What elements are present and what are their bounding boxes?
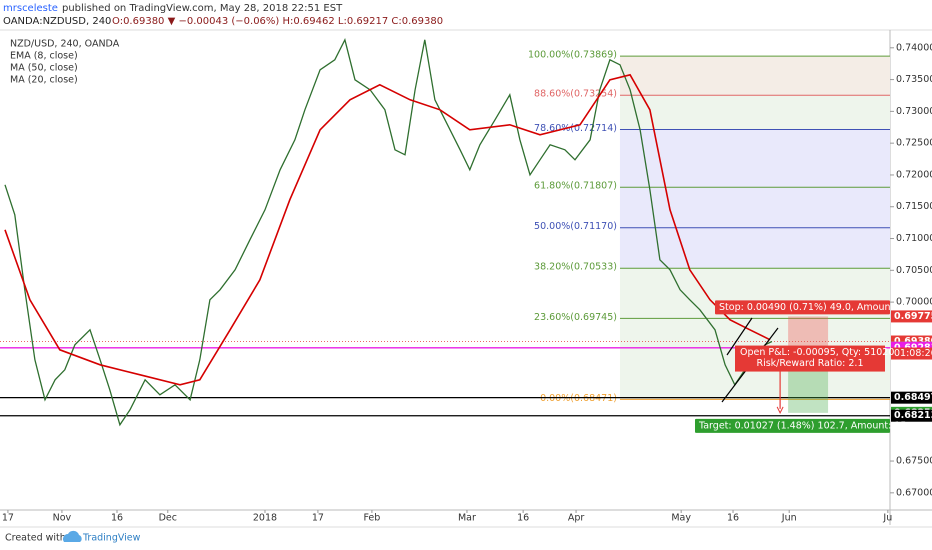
x-tick-label: Nov [53, 513, 72, 524]
x-tick-label: 16 [727, 513, 739, 524]
footer-text: Created with [5, 533, 66, 544]
y-tick-label: 0.72000 [896, 169, 932, 180]
fib-label: 38.20%(0.70533) [534, 262, 617, 273]
x-tick-label: Ju [882, 513, 892, 524]
y-tick-label: 0.70000 [896, 297, 932, 308]
fib-band [619, 227, 890, 269]
x-tick-label: Jun [781, 513, 797, 524]
x-tick-label: Feb [363, 513, 380, 524]
x-tick-label: Dec [159, 513, 177, 524]
price-label-bg [891, 391, 932, 404]
countdown-bg [891, 347, 932, 360]
price-label: 0.69380 [894, 336, 932, 347]
symbol: OANDA:NZDUSD, 240 [3, 16, 111, 27]
fib-label: 50.00%(0.71170) [534, 221, 617, 232]
fib-band [619, 129, 890, 188]
y-tick-label: 0.73000 [896, 106, 932, 117]
y-tick-label: 0.70500 [896, 265, 932, 276]
axes: 0.74000 0.73500 0.73000 0.72500 0.72000 0.715… [2, 42, 932, 524]
published: published on TradingView.com, May 28, 20… [62, 3, 343, 14]
x-tick-label: 17 [312, 513, 324, 524]
target-label: Target: 0.01027 (1.48%) 102.7, Amount: 1… [698, 420, 906, 431]
y-tick-label: 0.74000 [896, 42, 932, 53]
price-line [4, 37, 773, 427]
price-label: 0.68213 [894, 410, 932, 421]
moving-average [4, 73, 771, 386]
target-arrow-head [776, 406, 784, 414]
stop-zone [788, 316, 829, 348]
fib-label: 23.60%(0.69745) [534, 312, 617, 323]
fib-band [619, 187, 890, 228]
legend-entry: NZD/USD, 240, OANDA [10, 39, 120, 50]
y-tick-label: 0.71000 [896, 233, 932, 244]
countdown: 01:08:26 [894, 348, 932, 359]
stop-label: Stop: 0.00490 (0.71%) 49.0, Amount: 7 [719, 302, 907, 313]
x-tick-label: Mar [458, 513, 476, 524]
fib-label: 61.80%(0.71807) [534, 181, 617, 192]
y-tick-label: 0.72500 [896, 138, 932, 149]
rr-label: Risk/Reward Ratio: 2.1 [756, 358, 863, 369]
pnl-bg [735, 345, 885, 372]
price-label: 0.68497 [894, 392, 932, 403]
fib-label: 100.00%(0.73869) [528, 50, 617, 61]
y-tick-label: 0.67000 [896, 487, 932, 498]
legend-entry: EMA (8, close) [10, 51, 78, 62]
y-tick-label: 0.71500 [896, 201, 932, 212]
x-tick-label: 16 [517, 513, 529, 524]
stop-label-bg [715, 300, 890, 315]
author[interactable]: mrsceleste [3, 3, 58, 14]
fib-label: 78.60%(0.72714) [534, 123, 617, 134]
fib-label: 0.00%(0.68471) [540, 393, 617, 404]
x-tick-label: 2018 [253, 513, 277, 524]
ohlc: O:0.69380 ▼ −0.00043 (−0.06%) H:0.69462 … [112, 16, 443, 27]
x-tick-label: 17 [2, 513, 14, 524]
brand[interactable]: TradingView [82, 533, 141, 544]
price-label: 0.69775 [894, 311, 932, 322]
pnl-label: Open P&L: -0.00095, Qty: 51020 [740, 347, 894, 358]
y-tick-label: 0.67500 [896, 456, 932, 467]
y-tick-label: 0.73500 [896, 74, 932, 85]
x-tick-label: Apr [568, 513, 585, 524]
x-tick-label: May [671, 513, 691, 524]
fib-band [619, 56, 890, 96]
trend-line [726, 317, 753, 356]
target-label-bg [695, 418, 890, 433]
legend-entry: MA (50, close) [10, 63, 78, 74]
fib-label: 88.60%(0.73254) [534, 89, 617, 100]
brand-icon [63, 530, 82, 542]
x-tick-label: 16 [111, 513, 123, 524]
price-label-bg [891, 310, 932, 323]
legend-entry: MA (20, close) [10, 75, 78, 86]
price-label-bg [891, 409, 932, 422]
fib-band [619, 95, 890, 130]
